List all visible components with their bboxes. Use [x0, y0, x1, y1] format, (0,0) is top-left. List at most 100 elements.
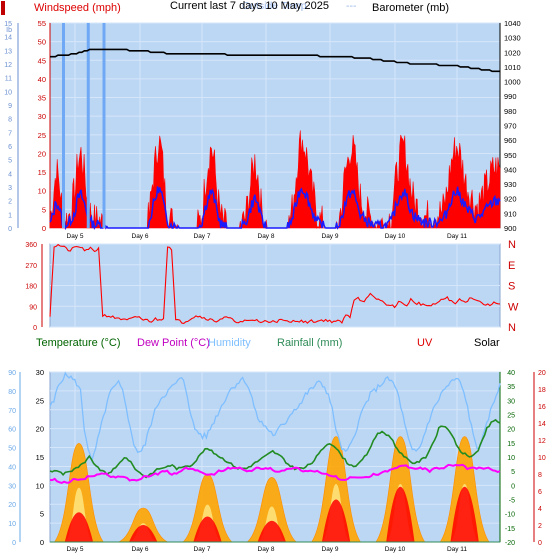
- dir-tick-label: 90: [29, 304, 37, 311]
- uv-tick-label: 10: [538, 455, 546, 462]
- baro-tick-label: 1030: [504, 34, 521, 43]
- temp-x-tick-label: Day 5: [67, 546, 84, 553]
- uv-tick-label: 18: [538, 387, 546, 394]
- temp-tick-label: 10: [507, 455, 515, 462]
- compass-tick-label: W: [508, 301, 519, 313]
- tab-mark-icon: [1, 1, 5, 15]
- rain-tick-label: 25: [36, 396, 44, 405]
- compass-tick-label: E: [508, 260, 515, 272]
- uv-tick-label: 12: [538, 438, 546, 445]
- lb-tick-label: 8: [8, 117, 12, 124]
- uv-tick-label: 16: [538, 404, 546, 411]
- lb-tick-label: 9: [8, 103, 12, 110]
- temp-tick-label: -5: [509, 498, 515, 505]
- temp-tick-label: -15: [505, 526, 515, 533]
- wind-x-tick-label: Day 7: [194, 233, 211, 240]
- uv-tick-label: 14: [538, 421, 546, 428]
- lb-axis-label: Ib: [6, 27, 12, 34]
- lb-tick-label: 11: [5, 76, 12, 83]
- temp-tick-label: 0: [511, 483, 515, 490]
- wind-spike-bar: [62, 23, 65, 228]
- humidity-tick-label: 40: [8, 464, 16, 471]
- wind-x-tick-label: Day 6: [132, 233, 149, 240]
- temp-x-tick-label: Day 7: [194, 546, 211, 553]
- rain-tick-label: 5: [40, 510, 44, 519]
- wind-tick-label: 0: [42, 224, 46, 233]
- dir-tick-label: 270: [25, 263, 37, 270]
- wind-tick-label: 20: [38, 149, 46, 158]
- temp-x-tick-label: Day 11: [447, 546, 467, 553]
- baro-tick-label: 940: [504, 165, 517, 174]
- wind-tick-label: 30: [38, 112, 46, 121]
- barometer-legend: Barometer (mb): [372, 2, 449, 14]
- temp-x-tick-label: Day 6: [132, 546, 149, 553]
- wind-spike-bar: [102, 23, 106, 228]
- lb-tick-label: 2: [8, 199, 12, 206]
- temp-x-tick-label: Day 8: [258, 546, 275, 553]
- humidity-tick-label: 50: [8, 446, 16, 453]
- baro-tick-label: 900: [504, 224, 517, 233]
- temp-tick-label: 35: [507, 384, 515, 391]
- uv-series-area: [386, 486, 415, 542]
- lb-tick-label: 15: [4, 21, 12, 28]
- compass-tick-label: N: [508, 239, 516, 251]
- lb-tick-label: 1: [8, 212, 12, 219]
- temperature-legend: Temperature (°C): [36, 337, 120, 349]
- rain-tick-label: 10: [36, 481, 44, 490]
- wind-tick-label: 45: [38, 56, 46, 65]
- lb-tick-label: 4: [8, 171, 12, 178]
- baro-tick-label: 920: [504, 195, 517, 204]
- lb-tick-label: 0: [8, 226, 12, 233]
- compass-tick-label: S: [508, 281, 515, 293]
- compass-tick-label: N: [508, 322, 516, 334]
- uv-tick-label: 20: [538, 370, 546, 377]
- baro-tick-label: 970: [504, 122, 517, 131]
- wind-spike-bar: [86, 23, 90, 228]
- uv-legend: UV: [417, 337, 433, 349]
- chart-title: Current last 7 days 10 May 2025: [170, 0, 329, 12]
- humidity-series-line: [49, 371, 501, 463]
- lb-tick-label: 5: [8, 158, 12, 165]
- humidity-tick-label: 20: [8, 502, 16, 509]
- baro-tick-label: 930: [504, 180, 517, 189]
- uv-tick-label: 4: [538, 506, 542, 513]
- temp-tick-label: 5: [511, 469, 515, 476]
- dir-tick-label: 180: [25, 284, 37, 291]
- temp-tick-label: 15: [507, 441, 515, 448]
- baro-tick-label: 1010: [504, 63, 521, 72]
- wind-tick-label: 5: [42, 205, 46, 214]
- dir-tick-label: 360: [25, 242, 37, 249]
- baro-tick-label: 990: [504, 92, 517, 101]
- temp-x-tick-label: Day 10: [385, 546, 406, 553]
- temp-tick-label: 25: [507, 413, 515, 420]
- humidity-tick-label: 80: [8, 389, 16, 396]
- lb-tick-label: 3: [8, 185, 12, 192]
- lb-tick-label: 13: [4, 48, 12, 55]
- wind-x-tick-label: Day 8: [258, 233, 275, 240]
- lb-tick-label: 6: [8, 144, 12, 151]
- dewpoint-series-line: [49, 463, 501, 484]
- wind-direction-series-line: [49, 243, 501, 324]
- baro-tick-label: 1040: [504, 19, 521, 28]
- uv-series-area: [450, 486, 479, 542]
- outside-temp-legend: Outside Temp.: [242, 0, 310, 12]
- series-layer: [49, 23, 501, 543]
- baro-tick-label: 980: [504, 107, 517, 116]
- temp-tick-label: -20: [505, 540, 515, 547]
- uv-series-area: [257, 520, 286, 542]
- wind-tick-label: 55: [38, 19, 46, 28]
- humidity-legend: Humidity: [208, 337, 251, 349]
- uv-series-area: [129, 525, 158, 542]
- wind-tick-label: 50: [38, 38, 46, 47]
- baro-tick-label: 1000: [504, 78, 521, 87]
- lb-tick-label: 10: [4, 89, 12, 96]
- humidity-tick-label: 10: [8, 521, 16, 528]
- wind-tick-label: 40: [38, 75, 46, 84]
- wind-tick-label: 10: [38, 187, 46, 196]
- solar-legend: Solar: [474, 337, 500, 349]
- wind-tick-label: 25: [38, 131, 46, 140]
- wind-x-tick-label: Day 9: [322, 233, 339, 240]
- rain-tick-label: 30: [36, 368, 44, 377]
- dashes-legend: ---: [346, 0, 357, 12]
